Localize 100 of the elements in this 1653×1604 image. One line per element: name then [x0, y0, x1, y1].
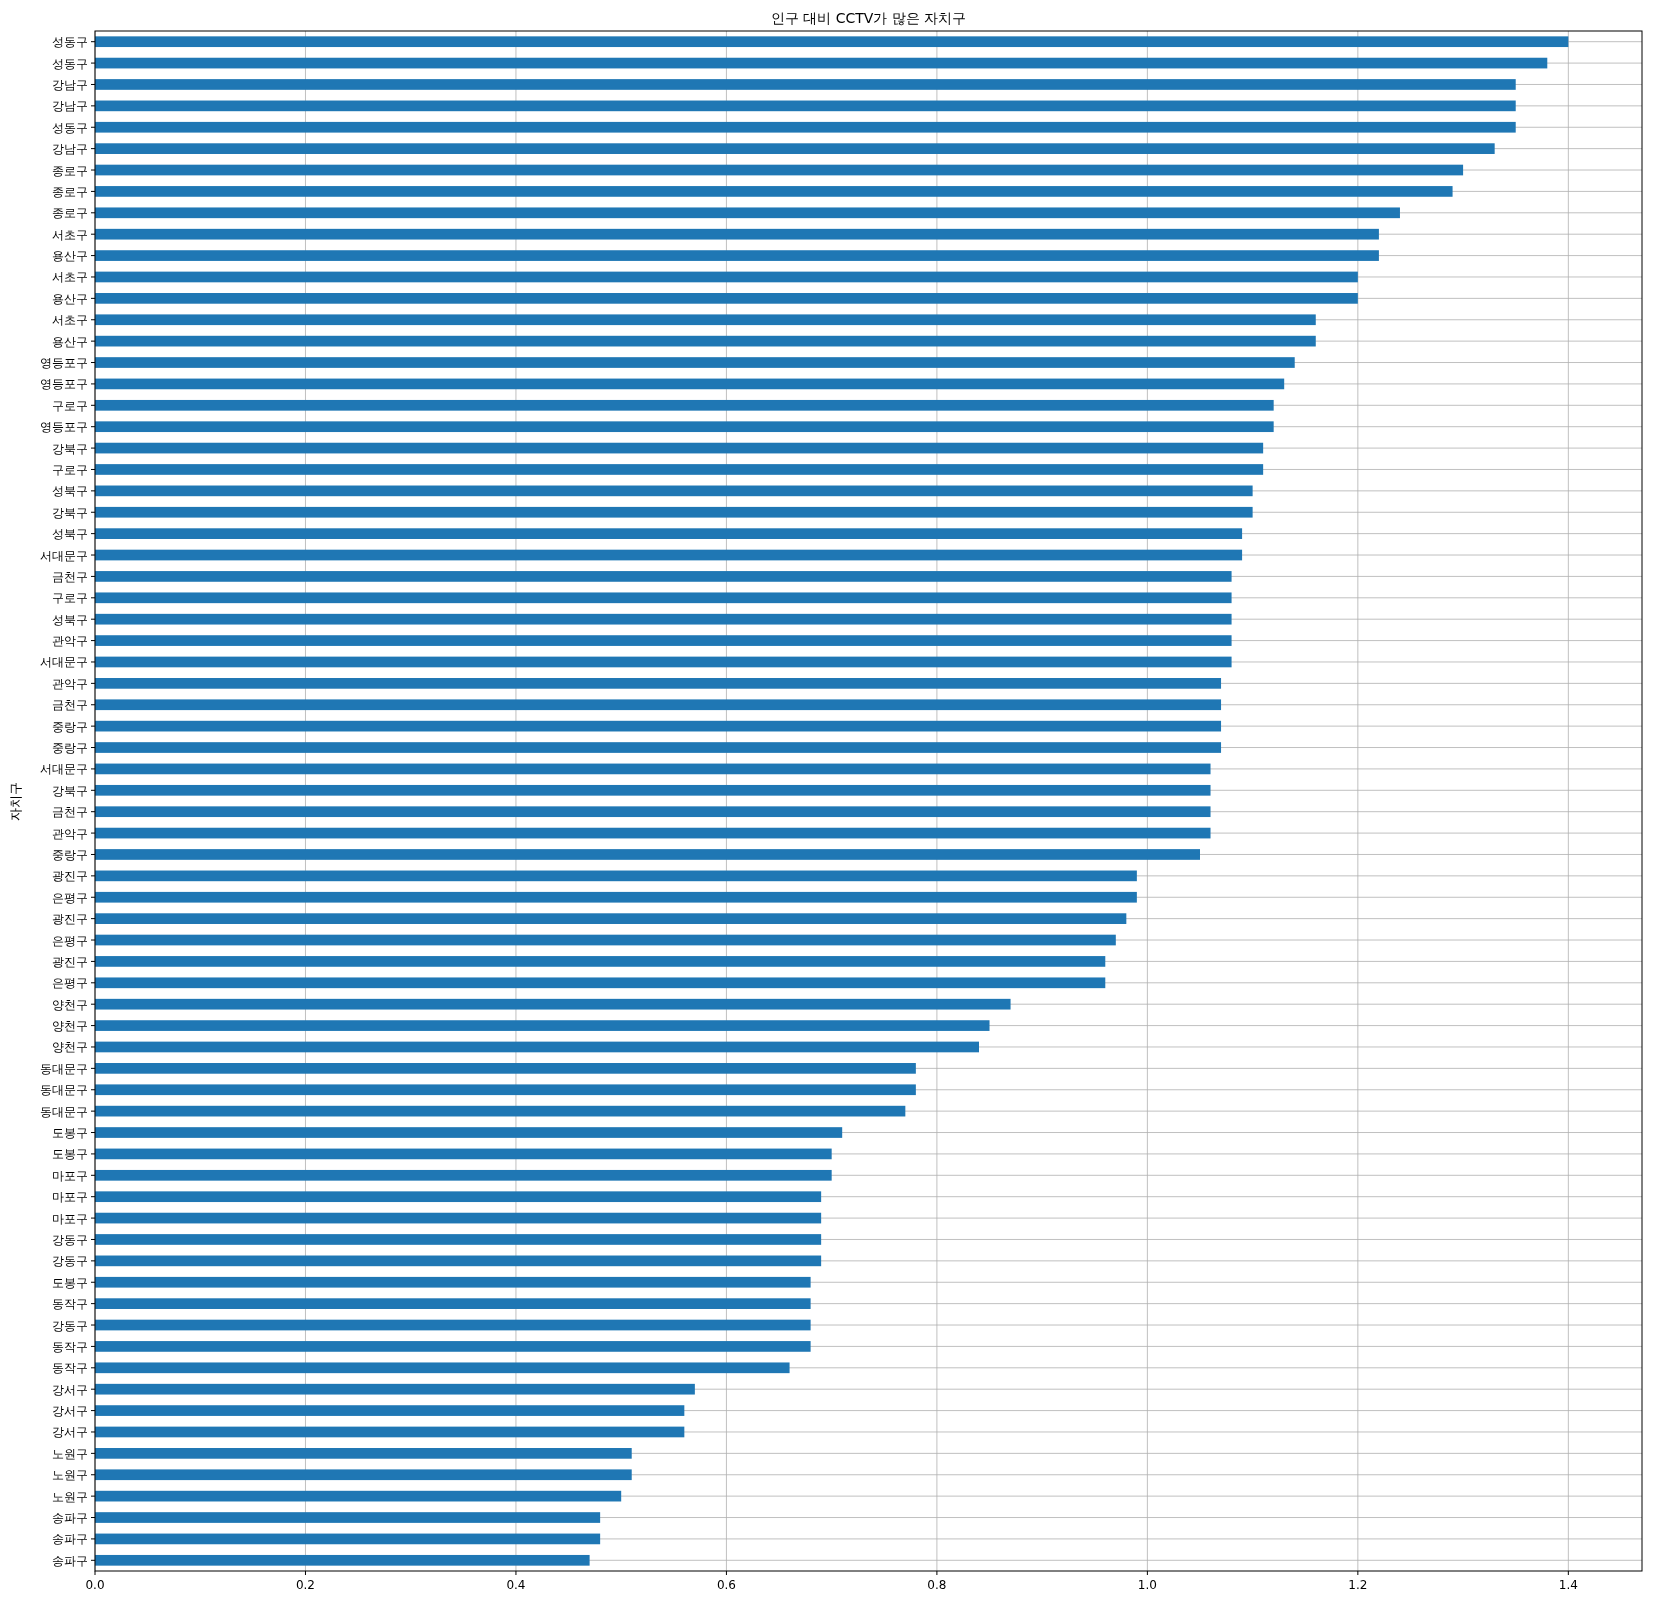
y-tick-label: 금천구 [52, 569, 88, 584]
y-tick-label: 동작구 [52, 1339, 88, 1354]
y-tick-label: 광진구 [52, 954, 88, 969]
bar [95, 1041, 979, 1053]
y-tick-label: 도봉구 [52, 1147, 88, 1162]
bar [95, 613, 1232, 625]
bar [95, 1469, 632, 1481]
bar [95, 656, 1232, 668]
bar [95, 186, 1453, 197]
bar [95, 1169, 832, 1181]
bar [95, 720, 1222, 732]
bar [95, 1448, 632, 1459]
bar [95, 1063, 916, 1074]
bar [95, 1276, 811, 1288]
bar [95, 1105, 906, 1117]
bar [95, 1319, 811, 1331]
bar [95, 293, 1358, 304]
y-tick-label: 노원구 [52, 1446, 88, 1461]
bar [95, 699, 1222, 711]
y-tick-label: 동대문구 [40, 1083, 88, 1098]
bar [95, 1084, 916, 1096]
bar [95, 1020, 990, 1031]
y-tick-label: 광진구 [52, 912, 88, 927]
bar [95, 79, 1516, 90]
y-tick-label: 은평구 [52, 890, 88, 905]
bar [95, 763, 1211, 775]
bar [95, 784, 1211, 796]
y-tick-label: 용산구 [52, 334, 88, 349]
y-tick-label: 서초구 [52, 313, 88, 328]
y-tick-label: 관악구 [52, 634, 88, 649]
x-tick-label: 1.2 [1348, 1578, 1368, 1592]
bar [95, 1512, 601, 1523]
y-tick-label: 마포구 [52, 1168, 88, 1183]
y-tick-label: 성동구 [52, 56, 88, 71]
x-tick-label: 0.6 [716, 1578, 736, 1592]
bar [95, 1212, 822, 1224]
y-tick-label: 서초구 [52, 227, 88, 242]
y-tick-label: 노원구 [52, 1468, 88, 1483]
y-tick-label: 양천구 [52, 1040, 88, 1055]
bar [95, 271, 1358, 283]
bar [95, 1298, 811, 1309]
y-tick-label: 관악구 [52, 826, 88, 841]
y-tick-label: 강북구 [52, 441, 88, 456]
bar [95, 164, 1464, 176]
bar [95, 506, 1253, 518]
bar [95, 1490, 622, 1502]
bar [95, 827, 1211, 839]
bar [95, 592, 1232, 604]
y-tick-label: 종로구 [52, 184, 88, 199]
y-tick-label: 구로구 [52, 398, 88, 413]
y-tick-label: 강북구 [52, 505, 88, 520]
bar [95, 1127, 843, 1138]
bar [95, 421, 1274, 433]
y-tick-label: 노원구 [52, 1489, 88, 1504]
y-tick-label: 중랑구 [52, 719, 88, 734]
bar [95, 121, 1516, 133]
bar [95, 207, 1400, 219]
bar [95, 1405, 685, 1416]
bar [95, 934, 1116, 946]
bar [95, 399, 1274, 411]
bar [95, 1362, 790, 1374]
bar [95, 57, 1548, 69]
y-tick-label: 용산구 [52, 291, 88, 306]
y-tick-label: 성북구 [52, 612, 88, 627]
y-tick-label: 종로구 [52, 206, 88, 221]
y-tick-label: 강동구 [52, 1318, 88, 1333]
y-tick-label: 서초구 [52, 270, 88, 285]
bar [95, 1426, 685, 1438]
y-tick-label: 강남구 [52, 77, 88, 92]
bar [95, 891, 1137, 903]
bar [95, 1383, 695, 1395]
y-tick-label: 강서구 [52, 1425, 88, 1440]
x-tick-label: 0.8 [927, 1578, 947, 1592]
y-tick-label: 은평구 [52, 976, 88, 991]
bar [95, 1234, 822, 1245]
y-tick-label: 금천구 [52, 805, 88, 820]
bar [95, 1255, 822, 1267]
y-tick-label: 강동구 [52, 1232, 88, 1247]
y-tick-label: 동대문구 [40, 1061, 88, 1076]
x-tick-label: 0.2 [295, 1578, 316, 1592]
y-tick-label: 송파구 [52, 1553, 88, 1568]
y-tick-label: 강북구 [52, 783, 88, 798]
bar [95, 806, 1211, 818]
y-tick-label: 도봉구 [52, 1275, 88, 1290]
y-tick-label: 은평구 [52, 933, 88, 948]
y-tick-label: 용산구 [52, 249, 88, 264]
y-tick-label: 금천구 [52, 698, 88, 713]
bar [95, 849, 1200, 860]
y-tick-label: 중랑구 [52, 847, 88, 862]
y-tick-label: 강남구 [52, 142, 88, 157]
y-tick-label: 구로구 [52, 462, 88, 477]
bar [95, 485, 1253, 497]
bar [95, 870, 1137, 882]
y-tick-label: 광진구 [52, 869, 88, 884]
y-tick-label: 성북구 [52, 527, 88, 542]
bar [95, 1533, 601, 1545]
y-tick-label: 서대문구 [40, 762, 88, 777]
y-tick-label: 서대문구 [40, 548, 88, 563]
y-tick-label: 동작구 [52, 1297, 88, 1312]
y-tick-label: 강서구 [52, 1382, 88, 1397]
